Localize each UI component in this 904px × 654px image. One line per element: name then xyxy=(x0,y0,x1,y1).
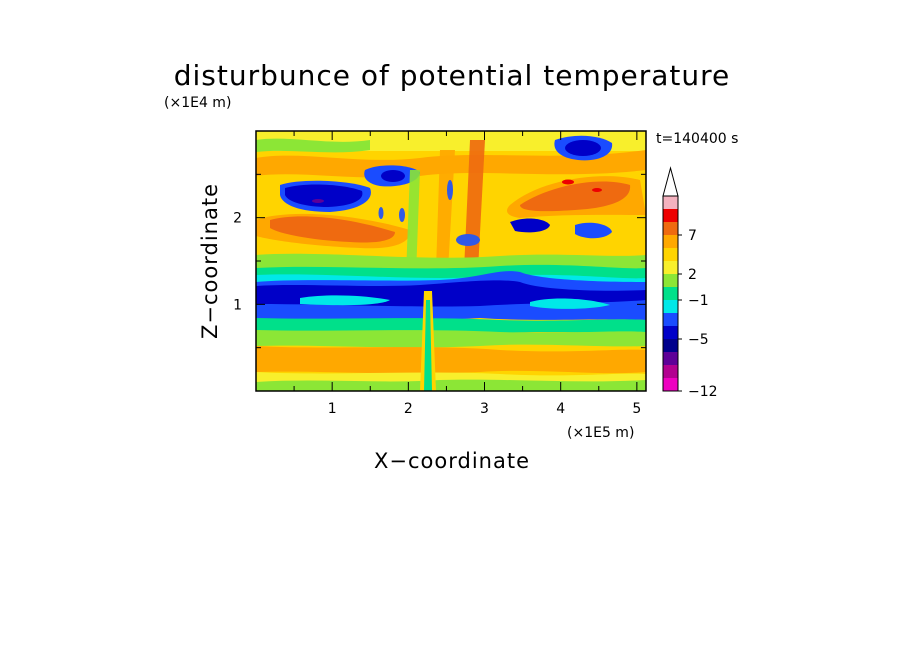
colorbar-swatch xyxy=(663,300,678,313)
colorbar-swatch xyxy=(663,235,678,248)
colorbar-label: −1 xyxy=(688,293,709,309)
x-tick-label: 3 xyxy=(480,401,489,417)
y-tick-label: 2 xyxy=(233,211,242,227)
colorbar-label: −12 xyxy=(688,384,718,400)
y-tick-label: 1 xyxy=(233,297,242,313)
y-axis-label: Z−coordinate xyxy=(198,183,222,339)
colorbar-labels: 7 2 −1 −5 −12 xyxy=(688,228,718,400)
time-label: t=140400 s xyxy=(656,131,738,147)
colorbar-swatch xyxy=(663,287,678,300)
colorbar-swatch xyxy=(663,365,678,378)
colorbar-label: 2 xyxy=(688,267,697,283)
colorbar-swatch xyxy=(663,222,678,235)
colorbar xyxy=(662,166,682,392)
colorbar-swatch xyxy=(663,326,678,339)
colorbar-swatch xyxy=(663,196,678,209)
colorbar-swatch xyxy=(663,261,678,274)
contour-plot xyxy=(256,131,646,391)
colorbar-extend-arrow xyxy=(662,166,679,197)
x-tick-label: 5 xyxy=(632,401,641,417)
colorbar-frame xyxy=(662,195,679,392)
colorbar-swatch xyxy=(663,209,678,222)
colorbar-swatch xyxy=(663,339,678,352)
axis-ticks xyxy=(256,131,646,391)
colorbar-swatch xyxy=(663,313,678,326)
y-scale-label: (×1E4 m) xyxy=(164,95,231,111)
colorbar-swatch xyxy=(663,248,678,261)
colorbar-label: −5 xyxy=(688,332,709,348)
x-tick-label: 4 xyxy=(556,401,565,417)
colorbar-swatch xyxy=(663,274,678,287)
colorbar-swatch xyxy=(663,352,678,365)
colorbar-swatch xyxy=(663,378,678,391)
x-axis-label: X−coordinate xyxy=(374,449,530,473)
chart-title: disturbunce of potential temperature xyxy=(174,59,731,92)
axis-tick-labels: 1 2 3 4 5 1 2 xyxy=(233,211,641,417)
x-tick-label: 2 xyxy=(404,401,413,417)
x-tick-label: 1 xyxy=(328,401,337,417)
colorbar-label: 7 xyxy=(688,228,697,244)
x-scale-label: (×1E5 m) xyxy=(567,425,634,441)
